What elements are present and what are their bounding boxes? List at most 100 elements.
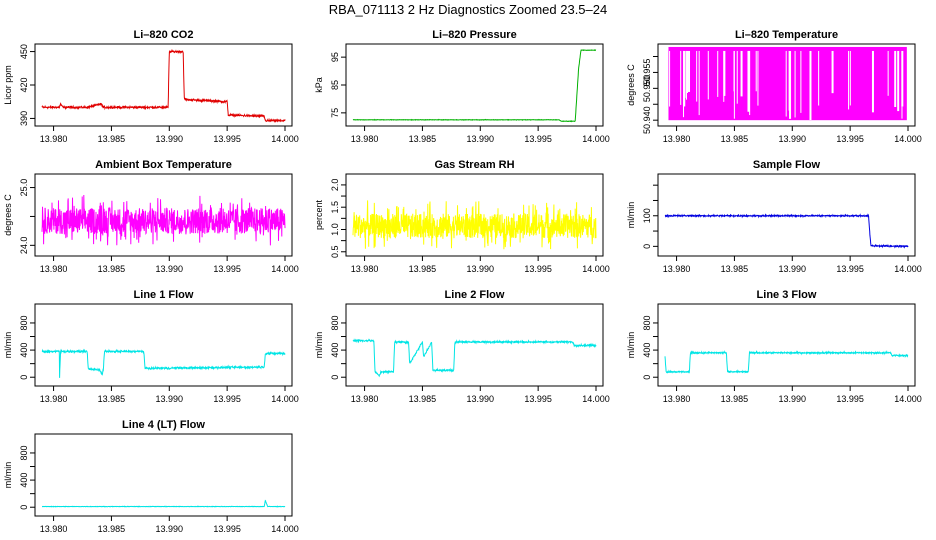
y-tick-label: 100 (642, 208, 652, 223)
y-axis-label: kPa (314, 77, 324, 93)
x-tick-label: 13.995 (213, 134, 241, 144)
chart-title: Sample Flow (753, 159, 821, 171)
y-tick-label: 400 (19, 473, 29, 488)
chart-title: Li–820 CO2 (134, 29, 194, 41)
x-tick-label: 14.000 (582, 264, 610, 274)
x-tick-label: 13.995 (836, 134, 864, 144)
x-tick-label: 13.980 (663, 134, 691, 144)
x-tick-label: 13.995 (836, 394, 864, 404)
x-tick-label: 13.995 (213, 524, 241, 534)
y-axis-label: ml/min (626, 332, 636, 359)
y-axis-label: ml/min (626, 202, 636, 229)
y-tick-label: 450 (19, 44, 29, 59)
chart-panel: Sample Flow 13.980 13.985 13.990 13.995 14.00… (626, 159, 922, 274)
chart-panel: Line 4 (LT) Flow 13.980 13.985 13.990 13.995… (3, 419, 299, 534)
x-tick-label: 13.985 (721, 264, 749, 274)
y-axis-label: percent (314, 199, 324, 230)
data-series-line (41, 348, 286, 378)
x-tick-label: 13.980 (40, 524, 68, 534)
x-tick-label: 14.000 (582, 134, 610, 144)
plot-frame (657, 303, 916, 387)
chart-title: Gas Stream RH (434, 159, 514, 171)
y-tick-label: 0 (642, 244, 652, 249)
x-tick-label: 14.000 (894, 394, 922, 404)
plot-frame (345, 303, 604, 387)
plot-frame (34, 303, 293, 387)
x-tick-label: 14.000 (271, 264, 299, 274)
plot-frame (34, 173, 293, 257)
x-tick-label: 14.000 (271, 524, 299, 534)
x-tick-label: 13.985 (409, 264, 437, 274)
plot-frame (34, 43, 293, 127)
x-tick-label: 13.990 (467, 264, 495, 274)
chart-panel: Li–820 CO2 13.980 13.985 13.990 13.995 14.000… (3, 29, 299, 144)
x-tick-label: 13.990 (467, 134, 495, 144)
chart-panel: Li–820 Pressure 13.980 13.985 13.990 13.995 1… (314, 29, 610, 144)
plot-frame (345, 173, 604, 257)
x-tick-label: 14.000 (271, 394, 299, 404)
x-tick-label: 13.995 (524, 394, 552, 404)
data-series-line (664, 213, 909, 249)
x-tick-label: 13.980 (351, 264, 379, 274)
x-tick-label: 13.990 (156, 134, 184, 144)
y-tick-label: 420 (19, 77, 29, 92)
plot-frame (657, 173, 916, 257)
y-tick-label: 50.950 (642, 75, 652, 103)
plot-frame (345, 43, 604, 127)
y-tick-label: 400 (19, 343, 29, 358)
data-series-line (352, 200, 597, 250)
plot-frame (657, 43, 916, 127)
y-tick-label: 400 (642, 343, 652, 358)
data-series-line (664, 350, 909, 374)
y-tick-label: 390 (19, 111, 29, 126)
chart-title: Line 4 (LT) Flow (122, 419, 205, 431)
chart-panel: Line 1 Flow 13.980 13.985 13.990 13.995 14.00… (3, 289, 299, 404)
x-tick-label: 13.990 (779, 134, 807, 144)
x-tick-label: 13.990 (779, 264, 807, 274)
x-tick-label: 13.995 (524, 264, 552, 274)
y-tick-label: 800 (19, 315, 29, 330)
x-tick-label: 13.990 (467, 394, 495, 404)
y-tick-label: 95 (330, 52, 340, 62)
x-tick-label: 13.990 (156, 524, 184, 534)
chart-panel: Li–820 Temperature 13.980 13.985 13.990 13.9… (626, 29, 922, 144)
y-tick-label: 24.0 (19, 237, 29, 255)
chart-panel: Line 2 Flow 13.980 13.985 13.990 13.995 14.00… (314, 289, 610, 404)
x-tick-label: 13.985 (409, 134, 437, 144)
x-tick-label: 13.985 (409, 394, 437, 404)
x-tick-label: 13.980 (40, 394, 68, 404)
y-axis-label: ml/min (3, 332, 13, 359)
x-tick-label: 14.000 (894, 264, 922, 274)
chart-panel: Line 3 Flow 13.980 13.985 13.990 13.995 14.00… (626, 289, 922, 404)
x-tick-label: 14.000 (271, 134, 299, 144)
chart-panel: Gas Stream RH 13.980 13.985 13.990 13.995 14.… (314, 159, 610, 274)
y-axis-label: ml/min (314, 332, 324, 359)
y-axis-label: degrees C (3, 194, 13, 236)
y-tick-label: 1.5 (330, 201, 340, 214)
y-tick-label: 0 (19, 375, 29, 380)
data-band (668, 46, 907, 121)
chart-title: Li–820 Temperature (735, 29, 838, 41)
y-tick-label: 0.5 (330, 246, 340, 259)
x-tick-label: 13.985 (98, 264, 126, 274)
y-tick-label: 0 (642, 375, 652, 380)
chart-title: Ambient Box Temperature (95, 159, 232, 171)
y-tick-label: 50.955 (642, 59, 652, 87)
chart-title: Line 2 Flow (445, 289, 505, 301)
y-tick-label: 0 (19, 505, 29, 510)
y-tick-label: 800 (19, 445, 29, 460)
x-tick-label: 13.980 (663, 394, 691, 404)
y-tick-label: 25.0 (19, 179, 29, 197)
y-axis-label: ml/min (3, 462, 13, 489)
y-tick-label: 1.0 (330, 223, 340, 236)
x-tick-label: 13.985 (721, 134, 749, 144)
y-tick-label: 50.940 (642, 106, 652, 134)
chart-title: Li–820 Pressure (432, 29, 516, 41)
x-tick-label: 13.980 (351, 134, 379, 144)
x-tick-label: 13.980 (663, 264, 691, 274)
x-tick-label: 13.980 (40, 134, 68, 144)
data-series-line (42, 499, 286, 508)
data-series-line (41, 48, 286, 123)
x-tick-label: 13.990 (779, 394, 807, 404)
data-series-line (352, 338, 597, 378)
